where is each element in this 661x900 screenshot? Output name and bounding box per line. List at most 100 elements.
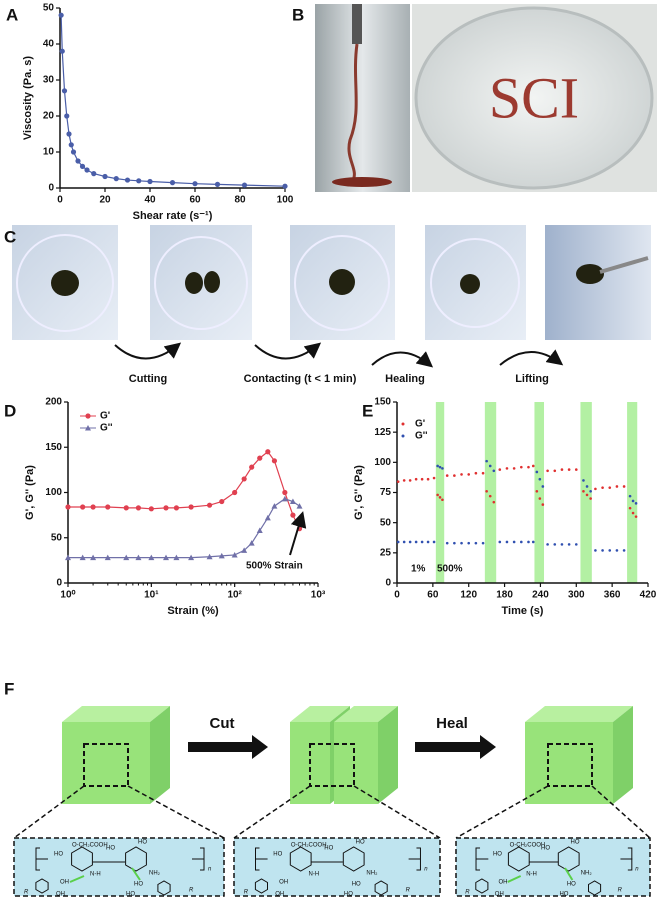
data-point	[634, 502, 638, 505]
x-axis-label: Strain (%)	[167, 605, 219, 617]
data-point	[282, 489, 288, 496]
panel-label: D	[4, 401, 16, 420]
y-tick-label: 50	[380, 517, 392, 528]
data-point	[453, 474, 456, 477]
structure-label: R	[618, 888, 623, 894]
data-point	[420, 540, 424, 544]
y-tick-label: 100	[45, 487, 62, 498]
x-tick-label: 180	[496, 590, 513, 601]
data-point	[531, 464, 535, 468]
data-point	[296, 503, 303, 509]
structure-label: HO	[352, 882, 361, 888]
data-point	[271, 458, 278, 464]
data-point	[70, 149, 77, 155]
data-point	[520, 540, 523, 544]
structure-label: N-H	[526, 872, 537, 878]
x-tick-label: 60	[189, 195, 201, 206]
x-tick-label: 240	[532, 590, 549, 601]
data-point	[485, 459, 488, 463]
data-point	[84, 167, 90, 173]
structure-label: HO	[493, 852, 502, 858]
data-point	[520, 465, 523, 469]
x-axis-label: Shear rate (s⁻¹)	[133, 210, 213, 222]
data-point	[560, 468, 564, 471]
structure-label: HO	[541, 846, 550, 852]
data-point	[582, 479, 585, 482]
data-point	[241, 182, 248, 188]
data-point	[498, 468, 502, 471]
data-point	[402, 540, 406, 544]
data-point	[553, 469, 557, 473]
data-point	[91, 171, 97, 177]
data-point	[574, 543, 578, 546]
data-line	[68, 450, 301, 529]
data-point	[601, 549, 604, 552]
annotation: 1%	[411, 564, 426, 575]
structure-label: HO	[559, 892, 568, 898]
hydrogel-blocks	[62, 706, 633, 804]
polymer-bracket	[35, 847, 205, 871]
structure-label: HO	[324, 846, 333, 852]
data-point	[147, 178, 153, 185]
legend-marker	[85, 413, 91, 419]
structure-label: N-H	[309, 872, 320, 878]
data-point	[567, 543, 571, 546]
data-point	[163, 554, 170, 561]
x-tick-label: 80	[234, 195, 246, 206]
data-point	[608, 486, 612, 489]
data-point	[631, 511, 635, 515]
photo-jar	[315, 4, 410, 192]
data-point	[594, 549, 597, 552]
structure-label: NH₂	[366, 871, 378, 877]
structure-label: OH	[60, 880, 69, 886]
data-point	[135, 505, 142, 511]
data-point	[192, 181, 198, 187]
data-point	[512, 540, 516, 544]
structure-label: O-CH₂COOH	[72, 843, 108, 849]
data-point	[574, 468, 578, 471]
data-point	[453, 541, 456, 545]
polymer-bracket	[475, 847, 633, 871]
y-tick-label: 50	[51, 532, 63, 543]
x-tick-label: 40	[144, 195, 156, 206]
data-point	[59, 48, 65, 54]
structure-label: HO	[54, 852, 63, 858]
x-tick-label: 10²	[227, 590, 242, 601]
data-point	[64, 113, 70, 119]
y-axis-label: G', G'' (Pa)	[353, 465, 365, 520]
data-point	[188, 554, 195, 561]
annotation-arrow	[289, 511, 307, 556]
x-tick-label: 0	[57, 195, 63, 206]
panel-label: E	[362, 401, 373, 420]
data-point	[206, 502, 213, 508]
structure-label: NH₂	[149, 871, 161, 877]
structure-label: N-H	[90, 872, 101, 878]
data-point	[531, 540, 535, 544]
structure-label: O-CH₂COOH	[510, 843, 546, 849]
structure-label: HO	[571, 840, 580, 846]
structure-label: OH	[279, 880, 288, 886]
data-point	[90, 504, 96, 510]
data-point	[265, 449, 271, 455]
x-tick-label: 60	[427, 590, 439, 601]
structure-label: R	[406, 888, 411, 894]
data-point	[241, 547, 248, 553]
x-tick-label: 300	[568, 590, 585, 601]
data-point	[608, 549, 612, 552]
y-tick-label: 25	[380, 547, 392, 558]
polymer-bracket	[255, 847, 421, 871]
annotation: 500% Strain	[246, 561, 303, 572]
data-point	[136, 178, 142, 184]
data-point	[148, 506, 154, 512]
data-point	[582, 489, 585, 493]
data-point	[65, 554, 71, 561]
data-point	[420, 477, 424, 481]
data-point	[438, 496, 442, 499]
x-tick-label: 0	[394, 590, 400, 601]
panel-label: A	[6, 5, 18, 24]
data-point	[560, 543, 564, 546]
data-point	[485, 489, 488, 493]
data-point	[257, 455, 263, 461]
data-point	[432, 540, 436, 544]
data-point	[527, 540, 530, 544]
